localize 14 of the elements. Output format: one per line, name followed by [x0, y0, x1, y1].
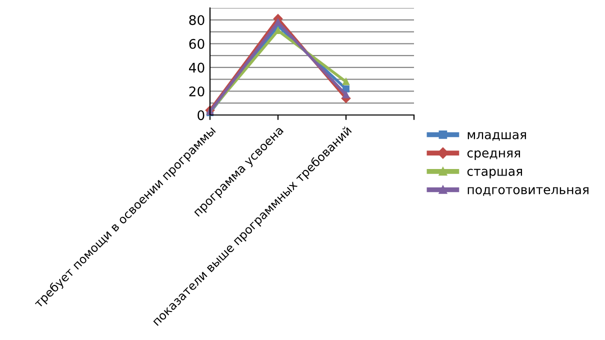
legend-label: младшая — [468, 132, 526, 141]
point — [342, 85, 350, 92]
y-tick-label: 0 — [198, 110, 204, 120]
legend-label: средняя — [467, 150, 520, 160]
legend-label: подготовительная — [468, 187, 588, 196]
y-tick-label: 60 — [189, 38, 204, 49]
point — [274, 18, 282, 26]
point — [274, 27, 282, 34]
legend-label: старшая — [467, 168, 522, 178]
y-tick-label: 40 — [188, 62, 204, 73]
y-tick-label: 20 — [189, 86, 204, 96]
point — [342, 78, 350, 86]
point — [342, 91, 350, 98]
y-tick-label: 80 — [189, 15, 204, 26]
